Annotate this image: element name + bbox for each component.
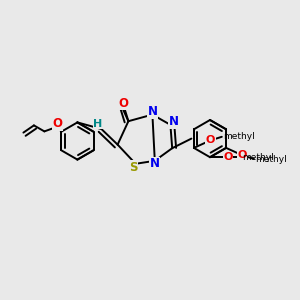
Text: methyl: methyl — [223, 132, 255, 141]
Text: N: N — [169, 115, 179, 128]
Text: S: S — [129, 161, 137, 174]
Text: O: O — [118, 97, 129, 110]
Text: O: O — [52, 117, 63, 130]
Text: O: O — [238, 150, 247, 161]
Text: O: O — [223, 152, 233, 162]
Text: N: N — [150, 157, 160, 170]
Text: methyl: methyl — [242, 153, 274, 162]
Text: O: O — [206, 135, 215, 146]
Text: N: N — [147, 105, 158, 118]
Text: methyl: methyl — [256, 154, 287, 164]
Text: H: H — [93, 118, 102, 129]
